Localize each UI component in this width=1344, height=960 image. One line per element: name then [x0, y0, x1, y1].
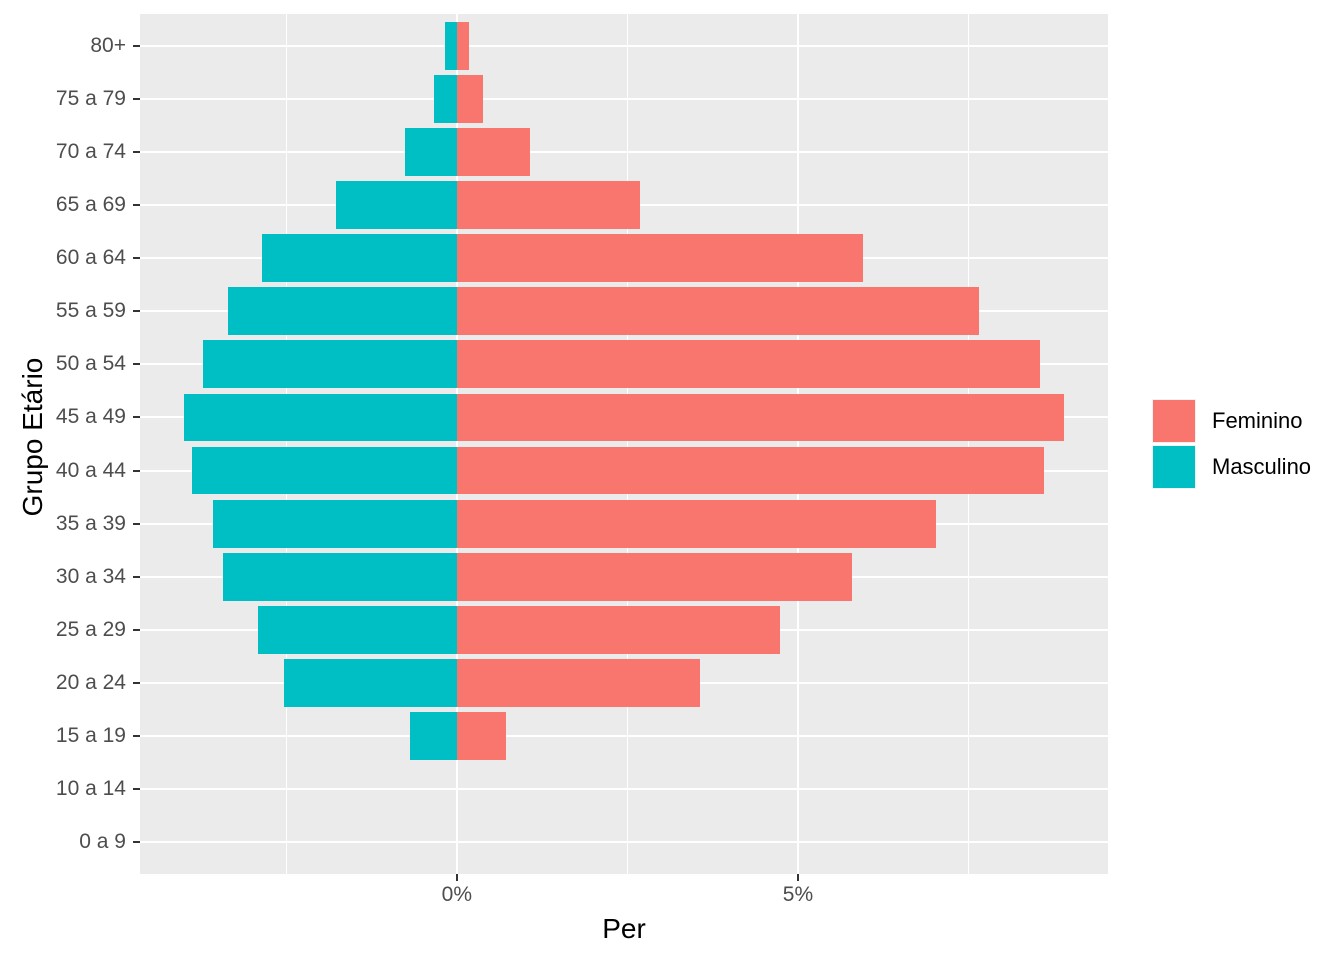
y-tick-label: 80+	[90, 33, 126, 57]
x-tick-label: 0%	[441, 883, 473, 906]
pyramid-bar-feminino-20a24	[456, 659, 701, 707]
legend-key-masculino	[1152, 445, 1196, 489]
pyramid-bar-feminino-60a64	[456, 234, 863, 283]
legend-key-feminino	[1152, 399, 1196, 443]
x-axis-title: Per	[602, 913, 646, 944]
pyramid-bar-masculino-75a79	[434, 75, 457, 123]
pyramid-bar-masculino-15a19	[410, 712, 457, 760]
y-tick-mark	[133, 522, 140, 525]
y-tick-mark	[133, 841, 140, 844]
x-tick-mark	[796, 874, 799, 881]
pyramid-bar-masculino-70a74	[405, 128, 457, 176]
y-tick-mark	[133, 416, 140, 419]
x-tick-label: 5%	[782, 883, 814, 906]
y-axis-title: Grupo Etário	[17, 357, 48, 517]
y-tick-label: 20 a 24	[55, 670, 126, 694]
y-tick-label: 45 a 49	[55, 405, 126, 429]
gridline-horizontal-major	[140, 44, 1108, 47]
gridline-vertical-major	[455, 14, 458, 874]
pyramid-bar-masculino-65a69	[336, 181, 457, 229]
y-tick-label: 70 a 74	[55, 140, 126, 164]
legend-swatch-icon	[1153, 446, 1195, 488]
pyramid-bar-masculino-60a64	[262, 234, 457, 283]
y-tick-mark	[133, 628, 140, 631]
y-tick-mark	[133, 97, 140, 100]
legend-swatch-icon	[1153, 400, 1195, 442]
pyramid-bar-feminino-65a69	[456, 181, 641, 229]
y-tick-label: 65 a 69	[55, 193, 126, 217]
plot-panel	[140, 14, 1108, 874]
pyramid-bar-feminino-75a79	[456, 75, 483, 123]
pyramid-bar-feminino-55a59	[456, 287, 980, 336]
y-tick-mark	[133, 257, 140, 260]
y-tick-label: 35 a 39	[55, 511, 126, 535]
gridline-vertical-major	[796, 14, 799, 874]
y-tick-mark	[133, 681, 140, 684]
pyramid-bar-feminino-15a19	[456, 712, 506, 760]
pyramid-bar-feminino-80+	[456, 21, 470, 70]
legend: Feminino Masculino	[1152, 399, 1311, 491]
gridline-vertical-minor	[285, 14, 287, 874]
gridline-vertical-minor	[967, 14, 969, 874]
pyramid-bar-feminino-35a39	[456, 499, 936, 548]
legend-entry-masculino: Masculino	[1152, 445, 1311, 489]
pyramid-bar-masculino-30a34	[222, 552, 457, 601]
pyramid-bar-feminino-45a49	[456, 393, 1064, 442]
y-tick-label: 50 a 54	[55, 352, 126, 376]
y-tick-mark	[133, 151, 140, 154]
pyramid-bar-masculino-40a44	[191, 446, 457, 495]
y-tick-mark	[133, 204, 140, 207]
pyramid-bar-masculino-35a39	[212, 499, 457, 548]
y-tick-label: 0 a 9	[79, 830, 126, 854]
y-tick-mark	[133, 44, 140, 47]
y-tick-label: 15 a 19	[55, 723, 126, 747]
pyramid-bar-masculino-55a59	[228, 287, 457, 336]
gridline-horizontal-major	[140, 734, 1108, 737]
y-tick-mark	[133, 734, 140, 737]
gridline-horizontal-major	[140, 788, 1108, 791]
y-tick-mark	[133, 469, 140, 472]
pyramid-bar-feminino-40a44	[456, 446, 1045, 495]
y-tick-mark	[133, 310, 140, 313]
legend-entry-feminino: Feminino	[1152, 399, 1311, 443]
pyramid-bar-feminino-50a54	[456, 340, 1041, 389]
gridline-horizontal-major	[140, 97, 1108, 100]
y-tick-label: 30 a 34	[55, 564, 126, 588]
gridline-horizontal-major	[140, 151, 1108, 154]
legend-label: Masculino	[1212, 454, 1312, 479]
pyramid-bar-masculino-80+	[444, 21, 457, 70]
x-tick-mark	[455, 874, 458, 881]
pyramid-bar-masculino-45a49	[184, 393, 457, 442]
y-tick-mark	[133, 575, 140, 578]
pyramid-bar-feminino-70a74	[456, 128, 530, 176]
pyramid-bar-masculino-20a24	[283, 659, 457, 707]
y-tick-label: 25 a 29	[55, 617, 126, 641]
pyramid-bar-feminino-25a29	[456, 605, 781, 654]
y-tick-label: 60 a 64	[55, 246, 126, 270]
y-tick-label: 55 a 59	[55, 299, 126, 323]
y-tick-label: 10 a 14	[55, 777, 126, 801]
legend-label: Feminino	[1212, 408, 1303, 433]
pyramid-bar-masculino-50a54	[203, 340, 457, 389]
gridline-vertical-minor	[626, 14, 628, 874]
pyramid-bar-feminino-30a34	[456, 552, 852, 601]
pyramid-bar-masculino-25a29	[258, 605, 457, 654]
gridline-horizontal-major	[140, 841, 1108, 844]
y-tick-label: 40 a 44	[55, 458, 126, 482]
y-tick-mark	[133, 788, 140, 791]
y-tick-label: 75 a 79	[55, 86, 126, 110]
y-tick-mark	[133, 363, 140, 366]
